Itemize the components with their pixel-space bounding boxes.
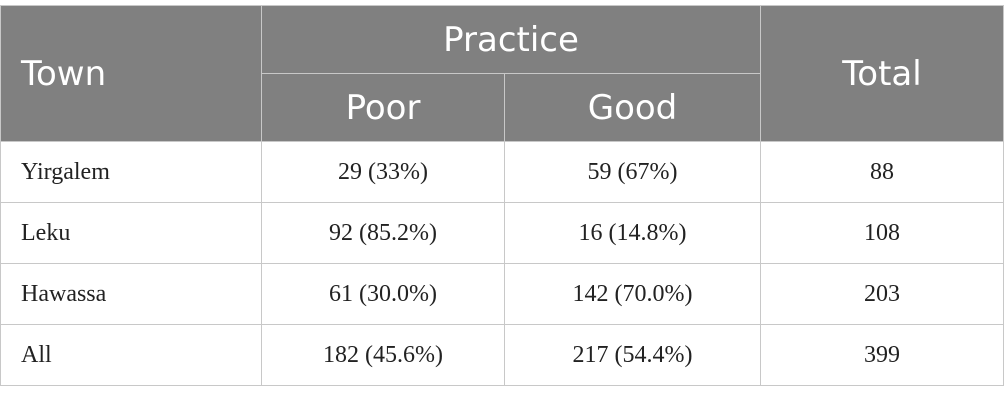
good-cell: 142 (70.0%) <box>504 263 761 325</box>
total-cell: 88 <box>760 141 1004 203</box>
header-total: Total <box>760 5 1004 142</box>
table-row: All 182 (45.6%) 217 (54.4%) 399 <box>0 324 1004 386</box>
town-cell: Hawassa <box>0 263 262 325</box>
table-header: Town Practice Total Poor Good <box>0 5 1004 142</box>
practice-by-town-table: Town Practice Total Poor Good Yirgalem 2… <box>0 5 1004 386</box>
table-row: Yirgalem 29 (33%) 59 (67%) 88 <box>0 141 1004 203</box>
header-good: Good <box>504 73 761 142</box>
town-cell: Yirgalem <box>0 141 262 203</box>
poor-cell: 29 (33%) <box>261 141 505 203</box>
table-row: Hawassa 61 (30.0%) 142 (70.0%) 203 <box>0 263 1004 325</box>
header-poor: Poor <box>261 73 505 142</box>
table-row: Leku 92 (85.2%) 16 (14.8%) 108 <box>0 202 1004 264</box>
total-cell: 399 <box>760 324 1004 386</box>
header-row-1: Town Practice Total <box>0 5 1004 142</box>
poor-cell: 61 (30.0%) <box>261 263 505 325</box>
poor-cell: 92 (85.2%) <box>261 202 505 264</box>
town-cell: All <box>0 324 262 386</box>
good-cell: 16 (14.8%) <box>504 202 761 264</box>
town-cell: Leku <box>0 202 262 264</box>
header-row-2: Poor Good <box>1 73 1004 142</box>
good-cell: 59 (67%) <box>504 141 761 203</box>
header-town: Town <box>0 5 262 142</box>
table-body: Yirgalem 29 (33%) 59 (67%) 88 Leku 92 (8… <box>0 141 1004 386</box>
header-practice: Practice <box>261 5 761 74</box>
good-cell: 217 (54.4%) <box>504 324 761 386</box>
poor-cell: 182 (45.6%) <box>261 324 505 386</box>
total-cell: 108 <box>760 202 1004 264</box>
total-cell: 203 <box>760 263 1004 325</box>
